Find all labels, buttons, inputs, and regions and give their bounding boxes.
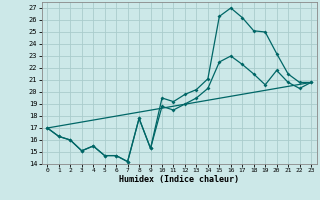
X-axis label: Humidex (Indice chaleur): Humidex (Indice chaleur) — [119, 175, 239, 184]
